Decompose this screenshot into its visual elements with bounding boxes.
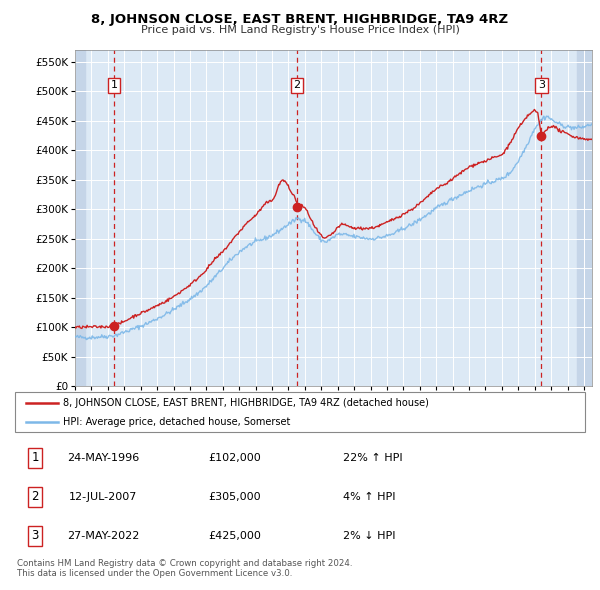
Text: £425,000: £425,000: [208, 531, 261, 540]
Text: Contains HM Land Registry data © Crown copyright and database right 2024.: Contains HM Land Registry data © Crown c…: [17, 559, 352, 568]
Text: £102,000: £102,000: [208, 453, 261, 463]
Text: 1: 1: [110, 80, 118, 90]
Text: 24-MAY-1996: 24-MAY-1996: [67, 453, 139, 463]
Text: 2: 2: [293, 80, 301, 90]
Text: 3: 3: [538, 80, 545, 90]
Bar: [577, 50, 592, 386]
Text: 22% ↑ HPI: 22% ↑ HPI: [343, 453, 403, 463]
Text: 3: 3: [31, 529, 38, 542]
Text: 27-MAY-2022: 27-MAY-2022: [67, 531, 140, 540]
Text: Price paid vs. HM Land Registry's House Price Index (HPI): Price paid vs. HM Land Registry's House …: [140, 25, 460, 35]
Text: £305,000: £305,000: [208, 492, 261, 502]
FancyBboxPatch shape: [15, 392, 585, 432]
Text: 8, JOHNSON CLOSE, EAST BRENT, HIGHBRIDGE, TA9 4RZ: 8, JOHNSON CLOSE, EAST BRENT, HIGHBRIDGE…: [91, 13, 509, 26]
Text: 4% ↑ HPI: 4% ↑ HPI: [343, 492, 395, 502]
Bar: [75, 50, 86, 386]
Text: This data is licensed under the Open Government Licence v3.0.: This data is licensed under the Open Gov…: [17, 569, 292, 578]
Text: 2% ↓ HPI: 2% ↓ HPI: [343, 531, 395, 540]
Text: HPI: Average price, detached house, Somerset: HPI: Average price, detached house, Some…: [64, 417, 291, 427]
Text: 2: 2: [31, 490, 39, 503]
Text: 8, JOHNSON CLOSE, EAST BRENT, HIGHBRIDGE, TA9 4RZ (detached house): 8, JOHNSON CLOSE, EAST BRENT, HIGHBRIDGE…: [64, 398, 430, 408]
Text: 12-JUL-2007: 12-JUL-2007: [69, 492, 137, 502]
Text: 1: 1: [31, 451, 39, 464]
